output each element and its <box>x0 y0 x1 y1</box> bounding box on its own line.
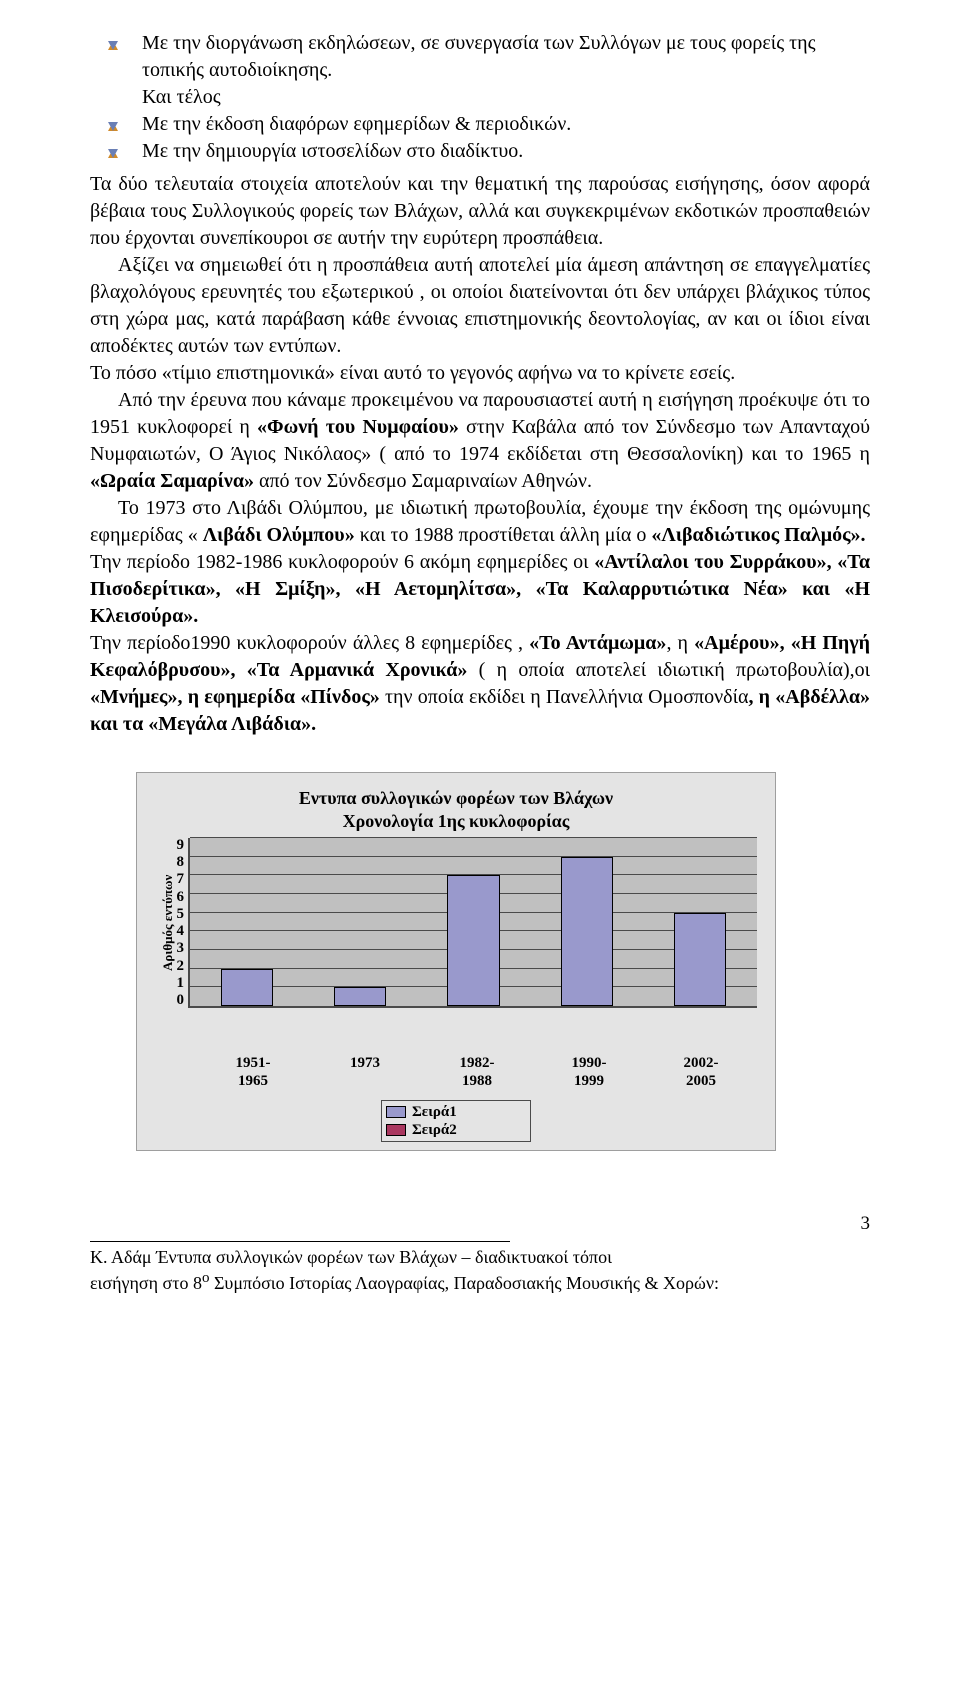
x-tick-label: 1990- 1999 <box>533 1054 645 1090</box>
y-tick-label: 4 <box>177 924 185 939</box>
body-text-bold: «Ωραία Σαμαρίνα» <box>90 470 254 492</box>
x-axis: 1951- 196519731982- 19881990- 19992002- … <box>197 1054 757 1090</box>
bullet-item: Με την δημιουργία ιστοσελίδων στο διαδίκ… <box>90 138 870 165</box>
chart-title: Εντυπα συλλογικών φορέων των Βλάχων Χρον… <box>155 787 757 832</box>
body-text: Αξίζει να σημειωθεί ότι η προσπάθεια αυτ… <box>90 254 870 357</box>
paragraph: Από την έρευνα που κάναμε προκειμένου να… <box>90 387 870 495</box>
body-text: Τα δύο τελευταία στοιχεία αποτελούν και … <box>90 173 870 249</box>
page: Με την διοργάνωση εκδηλώσεων, σε συνεργα… <box>0 0 960 1335</box>
chart-body: Αριθμός εντύπων 9 8 7 6 5 4 3 2 1 0 <box>155 838 757 1048</box>
bullet-text: Με την διοργάνωση εκδηλώσεων, σε συνεργα… <box>142 32 816 81</box>
y-tick-label: 2 <box>177 959 185 974</box>
legend-entry: Σειρά2 <box>386 1121 526 1139</box>
chart-title-line: Εντυπα συλλογικών φορέων των Βλάχων <box>299 788 613 808</box>
y-tick-label: 9 <box>177 838 185 853</box>
chart-title-line: Χρονολογία 1ης κυκλοφορίας <box>343 811 570 831</box>
body-text-bold: «Μνήμες», η εφημερίδα «Πίνδος» <box>90 686 380 708</box>
legend-entry: Σειρά1 <box>386 1103 526 1121</box>
inter-text: Και τέλος <box>142 86 221 108</box>
legend-swatch <box>386 1124 406 1136</box>
body-text-bold: «Φωνή του Νυμφαίου» <box>257 416 459 438</box>
gridline <box>190 837 757 838</box>
body-text: την οποία εκδίδει η Πανελλήνια Ομοσπονδί… <box>380 686 749 708</box>
legend-label: Σειρά2 <box>412 1121 457 1139</box>
bullet-text: Με την έκδοση διαφόρων εφημερίδων & περι… <box>142 113 571 135</box>
bullet-item: Με την έκδοση διαφόρων εφημερίδων & περι… <box>90 111 870 138</box>
body-text: από τον Σύνδεσμο Σαμαριναίων Αθηνών. <box>254 470 592 492</box>
footer-line: εισήγηση στο 8ο Συμπόσιο Ιστορίας Λαογρα… <box>90 1269 870 1295</box>
bullet-text: Με την δημιουργία ιστοσελίδων στο διαδίκ… <box>142 140 523 162</box>
footer-text: Συμπόσιο Ιστορίας Λαογραφίας, Παραδοσιακ… <box>209 1273 719 1293</box>
y-tick-label: 7 <box>177 872 185 887</box>
y-tick-label: 0 <box>177 993 185 1008</box>
y-axis-label: Αριθμός εντύπων <box>155 838 177 1008</box>
paragraph: Αξίζει να σημειωθεί ότι η προσπάθεια αυτ… <box>90 252 870 360</box>
bar <box>221 969 273 1006</box>
plot-area <box>188 838 757 1008</box>
y-tick-label: 3 <box>177 941 185 956</box>
legend-label: Σειρά1 <box>412 1103 457 1121</box>
gridline <box>190 856 757 857</box>
body-text-bold: «Το Αντάμωμα» <box>529 632 666 654</box>
paragraph: Το 1973 στο Λιβάδι Ολύμπου, με ιδιωτική … <box>90 495 870 549</box>
plot-wrapper <box>188 838 757 1008</box>
paragraph: Το πόσο «τίμιο επιστημονικά» είναι αυτό … <box>90 360 870 387</box>
x-tick-label: 1951- 1965 <box>197 1054 309 1090</box>
footer-text: εισήγηση στο 8 <box>90 1273 202 1293</box>
body-text-bold: «Λιβαδιώτικος Παλμός». <box>651 524 865 546</box>
x-tick-label: 1982- 1988 <box>421 1054 533 1090</box>
y-axis-ticks: 9 8 7 6 5 4 3 2 1 0 <box>177 838 189 1008</box>
paragraph: Τα δύο τελευταία στοιχεία αποτελούν και … <box>90 171 870 252</box>
chart-panel: Εντυπα συλλογικών φορέων των Βλάχων Χρον… <box>136 772 776 1151</box>
bar <box>447 875 499 1006</box>
body-text: Το πόσο «τίμιο επιστημονικά» είναι αυτό … <box>90 362 735 384</box>
legend: Σειρά1 Σειρά2 <box>381 1100 531 1142</box>
body-text-bold: Λιβάδι Ολύμπου» <box>203 524 355 546</box>
y-tick-label: 8 <box>177 855 185 870</box>
body-text: Την περίοδο1990 κυκλοφορούν άλλες 8 εφημ… <box>90 632 529 654</box>
bullet-intertext: Και τέλος <box>90 84 870 111</box>
bullet-icon <box>116 140 136 164</box>
x-tick-label: 2002- 2005 <box>645 1054 757 1090</box>
bullet-icon <box>116 113 136 137</box>
y-tick-label: 1 <box>177 976 185 991</box>
body-text: Την περίοδο 1982-1986 κυκλοφορούν 6 ακόμ… <box>90 551 594 573</box>
y-tick-label: 6 <box>177 890 185 905</box>
page-number: 3 <box>90 1211 870 1237</box>
bar <box>561 857 613 1006</box>
footer-line: Κ. Αδάμ Έντυπα συλλογικών φορέων των Βλά… <box>90 1246 870 1269</box>
bullet-item: Με την διοργάνωση εκδηλώσεων, σε συνεργα… <box>90 30 870 84</box>
body-text: και το 1988 προστίθεται άλλη μία ο <box>355 524 652 546</box>
y-tick-label: 5 <box>177 907 185 922</box>
paragraph: Την περίοδο1990 κυκλοφορούν άλλες 8 εφημ… <box>90 630 870 738</box>
bar <box>334 987 386 1006</box>
body-text: ( η οποία αποτελεί ιδιωτική πρωτοβουλία)… <box>467 659 870 681</box>
x-tick-label: 1973 <box>309 1054 421 1090</box>
bullet-list: Με την διοργάνωση εκδηλώσεων, σε συνεργα… <box>90 30 870 165</box>
body-text: , η <box>666 632 694 654</box>
paragraph: Την περίοδο 1982-1986 κυκλοφορούν 6 ακόμ… <box>90 549 870 630</box>
bar <box>674 913 726 1006</box>
legend-swatch <box>386 1106 406 1118</box>
bullet-icon <box>116 32 136 56</box>
